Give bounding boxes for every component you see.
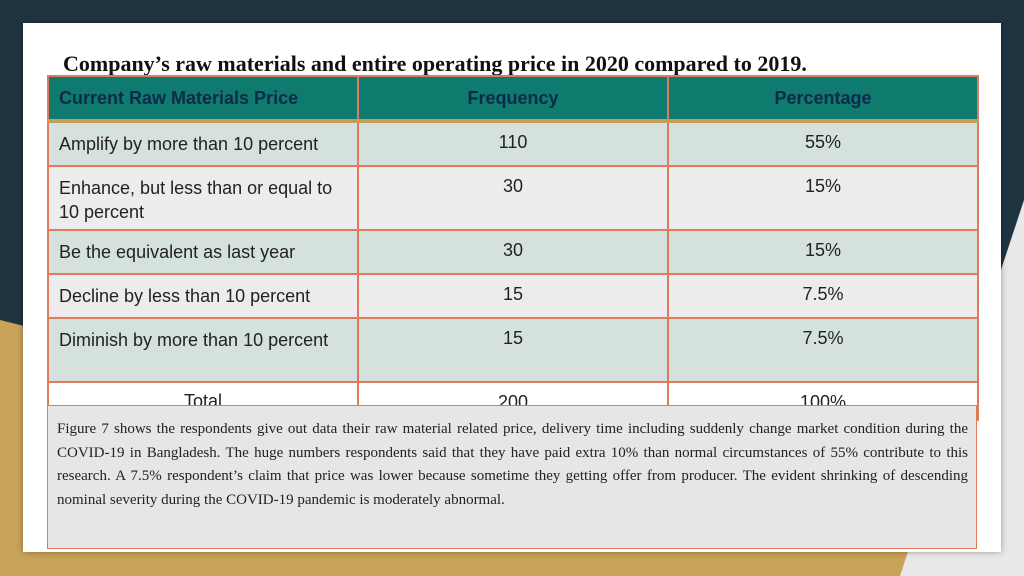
row-percentage: 15% — [667, 165, 979, 231]
row-percentage: 15% — [667, 229, 979, 275]
column-header: Percentage — [667, 75, 979, 123]
table-row: Be the equivalent as last year 30 15% — [47, 229, 979, 275]
row-label: Be the equivalent as last year — [47, 229, 359, 275]
table-row: Diminish by more than 10 percent 15 7.5% — [47, 317, 979, 383]
row-frequency: 110 — [357, 120, 669, 167]
raw-materials-table: Current Raw Materials Price Frequency Pe… — [47, 75, 979, 421]
column-header: Current Raw Materials Price — [47, 75, 359, 123]
row-frequency: 30 — [357, 165, 669, 231]
row-frequency: 15 — [357, 317, 669, 383]
row-label: Diminish by more than 10 percent — [47, 317, 359, 383]
row-percentage: 7.5% — [667, 317, 979, 383]
table-row: Decline by less than 10 percent 15 7.5% — [47, 273, 979, 319]
slide-card: Company’s raw materials and entire opera… — [23, 23, 1001, 552]
table-row: Amplify by more than 10 percent 110 55% — [47, 120, 979, 167]
table-row: Enhance, but less than or equal to 10 pe… — [47, 165, 979, 231]
slide-title: Company’s raw materials and entire opera… — [63, 51, 807, 76]
row-label: Decline by less than 10 percent — [47, 273, 359, 319]
row-percentage: 7.5% — [667, 273, 979, 319]
row-percentage: 55% — [667, 120, 979, 167]
row-label: Enhance, but less than or equal to 10 pe… — [47, 165, 359, 231]
row-frequency: 15 — [357, 273, 669, 319]
table-header-row: Current Raw Materials Price Frequency Pe… — [47, 75, 979, 123]
row-frequency: 30 — [357, 229, 669, 275]
figure-description: Figure 7 shows the respondents give out … — [47, 405, 977, 549]
row-label: Amplify by more than 10 percent — [47, 120, 359, 167]
column-header: Frequency — [357, 75, 669, 123]
